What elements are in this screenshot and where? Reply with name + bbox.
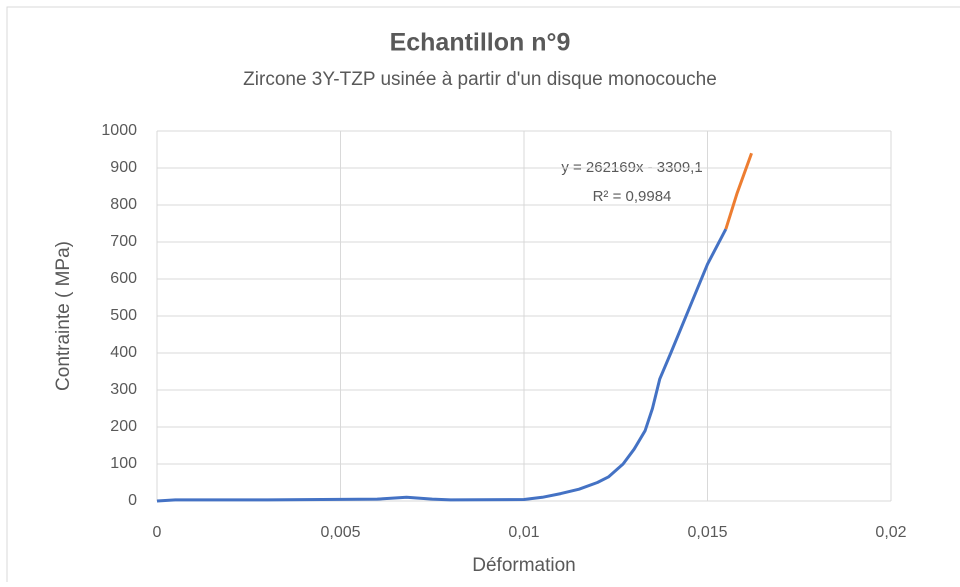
y-tick-label: 1000 [101,122,137,139]
y-tick-label: 700 [110,233,137,250]
y-tick-label: 400 [110,344,137,361]
annotation: R² = 0,9984 [593,188,672,205]
chart-title: Echantillon n°9 [390,29,571,57]
x-tick-label: 0,02 [875,524,906,541]
y-tick-label: 100 [110,455,137,472]
y-tick-label: 900 [110,159,137,176]
y-tick-label: 500 [110,307,137,324]
chart-frame [6,6,960,587]
data-line [724,152,753,230]
y-axis-label: Contrainte ( MPa) [53,241,74,391]
x-tick-label: 0,005 [320,524,360,541]
data-line [156,228,728,503]
x-tick-label: 0,015 [687,524,727,541]
y-tick-label: 600 [110,270,137,287]
annotation: y = 262169x - 3309,1 [561,159,702,176]
x-axis-label: Déformation [472,555,576,576]
chart-subtitle: Zircone 3Y-TZP usinée à partir d'un disq… [243,69,717,90]
x-tick-label: 0,01 [508,524,539,541]
y-tick-label: 0 [128,492,137,509]
y-tick-label: 800 [110,196,137,213]
x-tick-label: 0 [153,524,162,541]
y-tick-label: 300 [110,381,137,398]
y-tick-label: 200 [110,418,137,435]
